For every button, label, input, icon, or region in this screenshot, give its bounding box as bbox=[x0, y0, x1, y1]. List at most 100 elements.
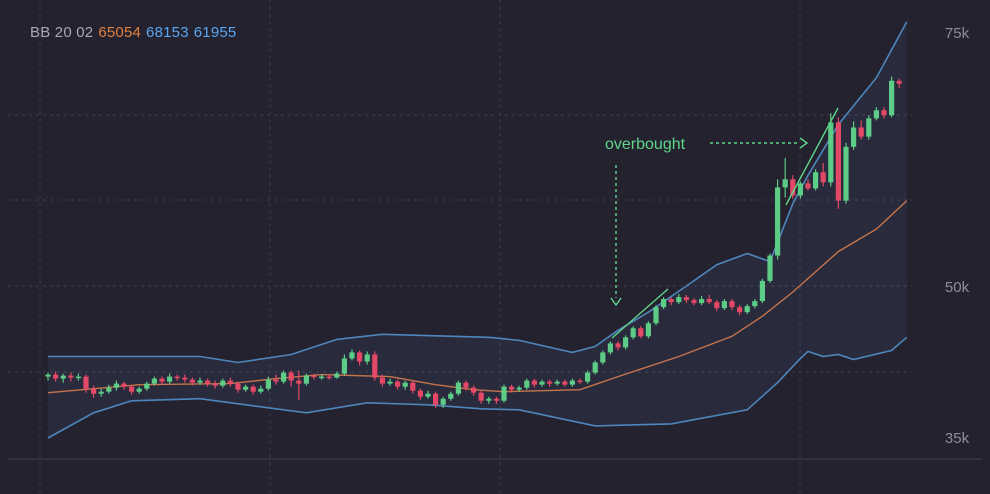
candle bbox=[106, 384, 112, 394]
candle-body bbox=[820, 172, 826, 183]
trendline-overbought-1 bbox=[611, 288, 669, 339]
candle bbox=[379, 374, 385, 387]
candle-body bbox=[311, 375, 317, 378]
candle-body bbox=[721, 301, 727, 309]
candle bbox=[683, 295, 689, 304]
candle bbox=[341, 354, 347, 376]
candle-body bbox=[501, 386, 507, 401]
candle bbox=[288, 370, 294, 387]
candle bbox=[630, 326, 636, 340]
candle-body bbox=[379, 377, 385, 384]
candle bbox=[744, 304, 750, 315]
candle-body bbox=[349, 352, 355, 359]
candle bbox=[311, 373, 317, 380]
candle-body bbox=[45, 374, 51, 377]
candle-body bbox=[866, 118, 872, 137]
candle bbox=[395, 379, 401, 390]
candle bbox=[68, 372, 74, 382]
candle bbox=[151, 376, 157, 386]
candle-body bbox=[493, 398, 499, 401]
candle bbox=[349, 349, 355, 361]
candle bbox=[881, 107, 887, 119]
candle bbox=[493, 396, 499, 404]
candle-body bbox=[83, 376, 89, 389]
candle bbox=[182, 374, 188, 383]
candle-body bbox=[782, 179, 788, 188]
candle-body bbox=[478, 392, 484, 401]
candle-body bbox=[303, 375, 309, 384]
candle-body bbox=[881, 110, 887, 116]
candle-body bbox=[448, 393, 454, 399]
candle-body bbox=[402, 382, 408, 387]
candle-body bbox=[828, 122, 834, 183]
candle-body bbox=[121, 383, 127, 387]
candlestick-series bbox=[45, 76, 902, 408]
candle bbox=[752, 299, 758, 309]
candle-body bbox=[486, 398, 492, 401]
candle-body bbox=[144, 383, 150, 389]
candle bbox=[334, 371, 340, 379]
candle-body bbox=[417, 390, 423, 397]
candle-body bbox=[691, 300, 697, 304]
candle bbox=[516, 385, 522, 392]
candle bbox=[296, 370, 302, 400]
candle-body bbox=[577, 380, 583, 383]
candle-body bbox=[341, 358, 347, 374]
candle-body bbox=[136, 388, 142, 392]
candle bbox=[554, 379, 560, 386]
candle-body bbox=[744, 306, 750, 313]
candle bbox=[843, 142, 849, 204]
candle bbox=[258, 385, 264, 394]
candle-body bbox=[273, 379, 279, 382]
candle bbox=[243, 384, 249, 392]
candle bbox=[212, 380, 218, 389]
candle bbox=[159, 376, 165, 385]
candle bbox=[144, 381, 150, 391]
candle bbox=[767, 253, 773, 283]
candle bbox=[227, 377, 233, 387]
candle bbox=[668, 297, 674, 306]
candle bbox=[820, 163, 826, 187]
candle bbox=[600, 350, 606, 365]
candle bbox=[75, 373, 81, 381]
candle bbox=[357, 350, 363, 366]
candle bbox=[509, 384, 515, 393]
candle bbox=[721, 299, 727, 311]
candle-body bbox=[638, 328, 644, 337]
candle-body bbox=[471, 387, 477, 393]
candle bbox=[281, 370, 287, 384]
candle-body bbox=[759, 280, 765, 302]
candle-body bbox=[235, 383, 241, 390]
candle-body bbox=[706, 299, 712, 303]
candle bbox=[45, 372, 51, 381]
candle bbox=[205, 378, 211, 387]
candle-body bbox=[357, 352, 363, 362]
candle-body bbox=[645, 323, 651, 337]
candle bbox=[805, 179, 811, 191]
candle-body bbox=[296, 380, 302, 384]
candle bbox=[592, 360, 598, 375]
candle-body bbox=[737, 307, 743, 313]
candle-body bbox=[53, 374, 59, 379]
candle-body bbox=[410, 382, 416, 391]
candle-body bbox=[440, 398, 446, 405]
candle bbox=[782, 157, 788, 198]
candle bbox=[569, 378, 575, 387]
candle-body bbox=[227, 380, 233, 384]
indicator-legend: BB 20 02 65054 68153 61955 bbox=[30, 24, 241, 41]
candle bbox=[714, 300, 720, 312]
candle bbox=[775, 179, 781, 260]
candle-body bbox=[212, 383, 218, 386]
candle bbox=[577, 378, 583, 384]
bollinger-band-fill bbox=[48, 21, 907, 439]
annotation-arrowhead-right bbox=[799, 137, 809, 149]
candle-body bbox=[547, 381, 553, 384]
candle-body bbox=[843, 146, 849, 201]
candle-body bbox=[714, 302, 720, 309]
candle-body bbox=[592, 362, 598, 373]
y-axis: 35k 50k 75k bbox=[945, 25, 970, 447]
candle-body bbox=[509, 386, 515, 390]
candle bbox=[364, 351, 370, 365]
candle bbox=[835, 117, 841, 209]
